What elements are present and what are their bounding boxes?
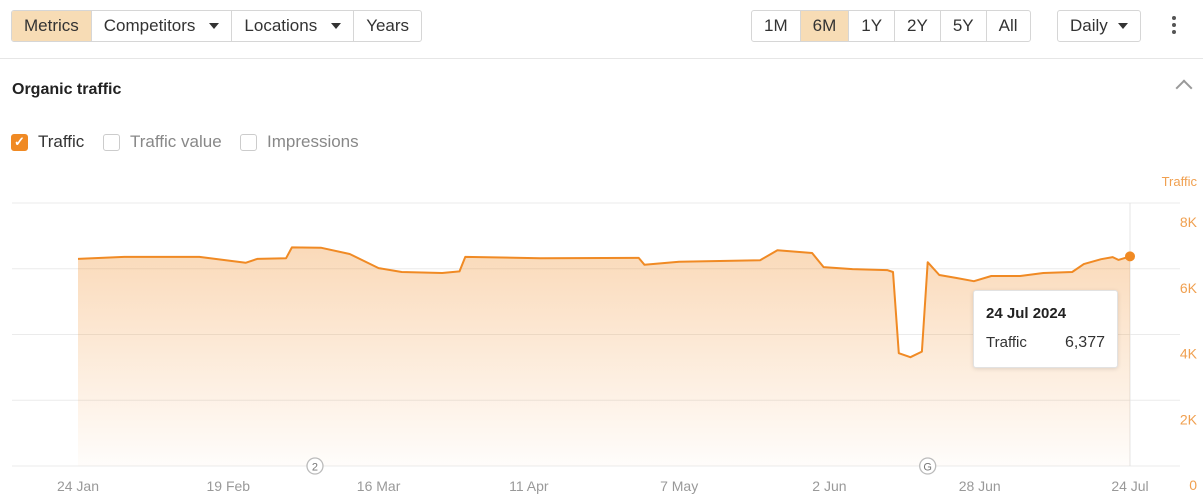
caret-down-icon [331, 23, 342, 29]
checkbox-label: Impressions [267, 132, 359, 151]
competitors-label: Competitors [103, 16, 196, 35]
annotation-label: 2 [312, 462, 318, 474]
caret-down-icon [1117, 23, 1128, 29]
range-1y[interactable]: 1Y [849, 11, 896, 41]
checkbox-label: Traffic value [130, 132, 222, 151]
traffic-area [78, 247, 1130, 466]
chart-tooltip: 24 Jul 2024 Traffic 6,377 [973, 290, 1118, 368]
years-tab[interactable]: Years [354, 11, 421, 41]
x-tick-label: 19 Feb [206, 478, 250, 494]
x-tick-label: 11 Apr [509, 478, 549, 494]
kebab-vertical-icon[interactable] [1172, 16, 1176, 37]
section-title: Organic traffic [12, 81, 122, 98]
range-1m[interactable]: 1M [752, 11, 801, 41]
y-axis-label: Traffic [1162, 174, 1198, 189]
x-tick-label: 28 Jun [959, 478, 1001, 494]
caret-down-icon [209, 23, 220, 29]
traffic-line [77, 246, 1131, 359]
range-5y[interactable]: 5Y [941, 11, 987, 41]
annotation-marker [919, 457, 937, 475]
y-tick-label: 2K [1180, 411, 1198, 427]
years-label: Years [366, 16, 410, 35]
tooltip-series: Traffic [986, 334, 1027, 351]
hover-point [1125, 251, 1135, 262]
view-tabs: Metrics Competitors Locations Years [11, 10, 423, 42]
range-all[interactable]: All [998, 16, 1018, 35]
x-tick-label: 24 Jul [1111, 478, 1148, 494]
checkbox-impressions[interactable]: Impressions [240, 132, 359, 152]
annotation-marker [306, 457, 324, 475]
checkbox-box [103, 133, 120, 151]
y-tick-label: 8K [1180, 214, 1198, 230]
x-tick-label: 7 May [660, 478, 698, 494]
interval-label: Daily [1070, 16, 1108, 35]
checkbox-traffic[interactable]: ✓ Traffic [11, 132, 84, 152]
x-tick-label: 2 Jun [812, 478, 846, 494]
metrics-label: Metrics [24, 16, 79, 35]
y-tick-label: 0 [1189, 477, 1197, 493]
locations-label: Locations [244, 16, 318, 35]
tooltip-date: 24 Jul 2024 [986, 305, 1067, 322]
x-tick-label: 24 Jan [57, 478, 99, 494]
divider [0, 58, 1203, 59]
y-tick-label: 4K [1180, 346, 1198, 362]
interval-dropdown[interactable]: Daily [1057, 10, 1141, 42]
range-tabs: 1M 6M 1Y 2Y 5Y All [751, 10, 1031, 42]
checkbox-label: Traffic [38, 132, 85, 151]
checkbox-box [240, 133, 257, 151]
competitors-dropdown[interactable]: Competitors [92, 11, 233, 41]
annotation-label: G [923, 462, 932, 474]
range-6m[interactable]: 6M [800, 11, 850, 41]
range-2y[interactable]: 2Y [895, 11, 941, 41]
metrics-tab[interactable]: Metrics [12, 11, 92, 41]
checkbox-traffic-value[interactable]: Traffic value [103, 132, 222, 152]
y-tick-label: 6K [1180, 280, 1198, 296]
checkmark-icon: ✓ [11, 133, 28, 151]
x-tick-label: 16 Mar [357, 478, 401, 494]
tooltip-value: 6,377 [1064, 334, 1105, 351]
locations-dropdown[interactable]: Locations [232, 11, 355, 41]
